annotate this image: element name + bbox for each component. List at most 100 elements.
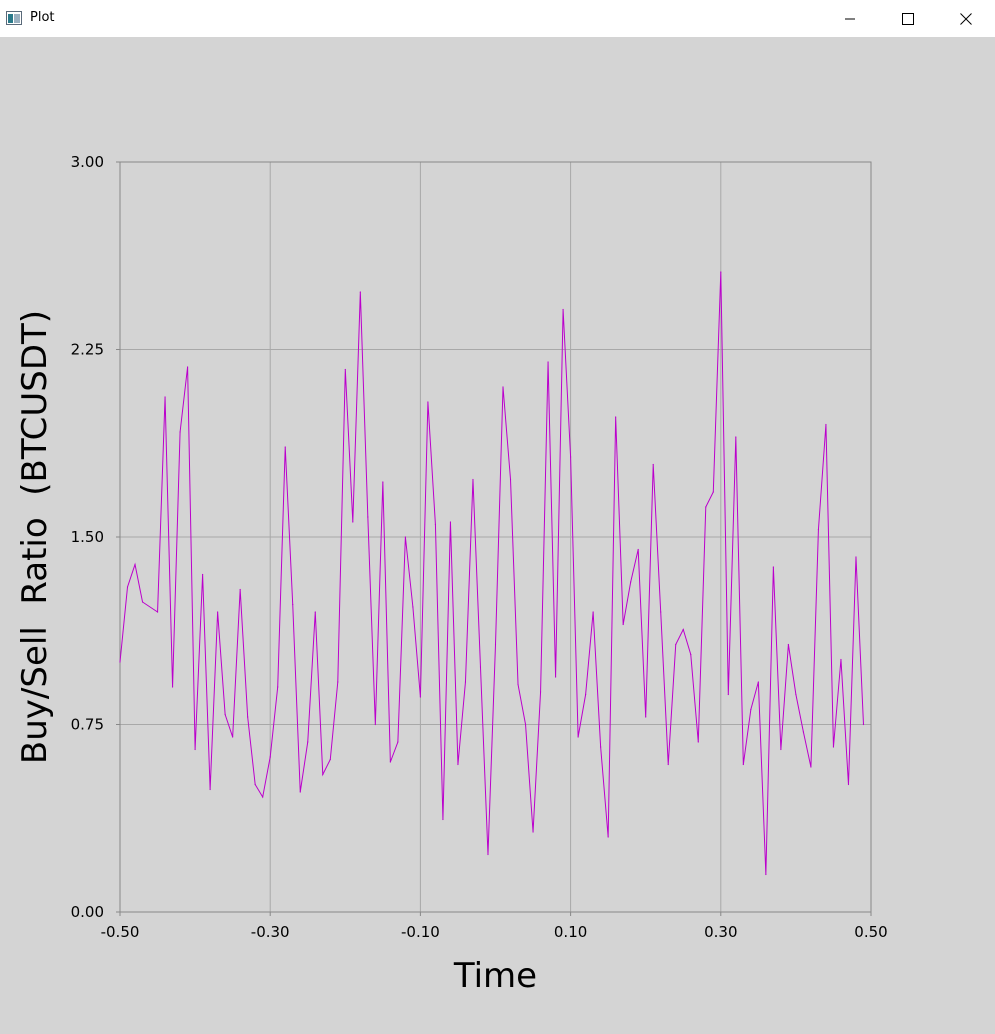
data-point bbox=[802, 731, 805, 733]
data-point bbox=[262, 796, 264, 798]
data-point bbox=[825, 423, 827, 426]
data-point bbox=[622, 623, 624, 626]
data-point bbox=[690, 653, 692, 656]
plot-area: -0.50 -0.30 -0.10 0.10 0.30 0.50 0.00 0.75 1.50 2… bbox=[0, 37, 995, 1034]
data-point bbox=[397, 741, 399, 743]
y-tick-label: 3.00 bbox=[71, 153, 104, 171]
x-tick-label: 0.30 bbox=[704, 923, 737, 941]
data-point bbox=[750, 708, 752, 711]
data-point bbox=[592, 611, 594, 613]
data-point bbox=[434, 523, 437, 526]
data-point bbox=[720, 271, 722, 273]
data-point bbox=[509, 478, 512, 481]
data-point bbox=[547, 361, 549, 363]
data-point bbox=[419, 696, 421, 698]
minimize-button[interactable] bbox=[821, 0, 879, 37]
data-point bbox=[600, 746, 602, 748]
maximize-icon bbox=[902, 12, 914, 25]
y-tick-label: 0.75 bbox=[71, 716, 104, 734]
data-point bbox=[742, 763, 744, 766]
data-point bbox=[795, 693, 797, 696]
data-point bbox=[847, 783, 850, 786]
data-point bbox=[817, 528, 820, 531]
data-point bbox=[126, 586, 129, 588]
data-point bbox=[787, 643, 789, 646]
data-point bbox=[247, 716, 249, 718]
data-point bbox=[667, 763, 669, 766]
x-tick-label: -0.50 bbox=[101, 923, 140, 941]
data-point bbox=[352, 521, 354, 523]
data-point bbox=[307, 741, 309, 743]
data-point bbox=[652, 463, 654, 466]
y-tick-label: 2.25 bbox=[71, 341, 104, 359]
data-point bbox=[141, 601, 144, 603]
close-button[interactable] bbox=[937, 0, 995, 37]
data-point bbox=[337, 681, 339, 683]
data-point bbox=[374, 723, 376, 726]
y-axis-title: Buy/Sell Ratio (BTCUSDT) bbox=[15, 310, 55, 764]
data-point bbox=[344, 368, 346, 371]
data-point bbox=[862, 723, 865, 726]
data-point bbox=[164, 396, 166, 398]
line-chart: -0.50 -0.30 -0.10 0.10 0.30 0.50 0.00 0.75 1.50 2… bbox=[15, 153, 888, 996]
data-point bbox=[457, 763, 459, 766]
data-point bbox=[217, 611, 219, 613]
data-point bbox=[254, 783, 256, 786]
y-tick-label: 0.00 bbox=[71, 903, 104, 921]
data-point bbox=[382, 481, 384, 483]
x-tick-label: 0.10 bbox=[554, 923, 587, 941]
series-line bbox=[119, 271, 864, 875]
x-tick-label: 0.50 bbox=[854, 923, 887, 941]
data-point bbox=[607, 836, 609, 838]
data-point bbox=[524, 723, 527, 726]
x-axis-title: Time bbox=[453, 956, 537, 996]
data-point bbox=[735, 436, 737, 438]
data-point bbox=[464, 681, 467, 683]
data-point bbox=[765, 873, 767, 876]
data-point bbox=[855, 556, 857, 558]
maximize-button[interactable] bbox=[879, 0, 937, 37]
app-window-icon bbox=[6, 10, 22, 25]
window-title: Plot bbox=[30, 10, 55, 25]
data-point bbox=[171, 686, 174, 688]
data-point bbox=[404, 536, 406, 538]
data-point bbox=[209, 788, 211, 791]
x-tick-label: -0.10 bbox=[401, 923, 440, 941]
data-point bbox=[517, 683, 519, 686]
data-point bbox=[179, 431, 181, 433]
data-point bbox=[780, 748, 782, 751]
data-point bbox=[277, 686, 279, 688]
minimize-icon bbox=[844, 13, 856, 25]
data-point bbox=[224, 713, 226, 716]
data-point bbox=[757, 681, 759, 683]
data-point bbox=[389, 761, 391, 763]
data-point bbox=[532, 831, 534, 833]
data-point bbox=[194, 748, 196, 751]
data-point bbox=[427, 401, 429, 403]
x-tick-label: -0.30 bbox=[251, 923, 290, 941]
data-point bbox=[134, 563, 136, 566]
data-point bbox=[284, 446, 286, 448]
data-point bbox=[487, 853, 489, 856]
data-point bbox=[832, 746, 835, 748]
data-point bbox=[156, 611, 159, 613]
data-point bbox=[232, 736, 234, 738]
data-point bbox=[577, 736, 579, 738]
data-point bbox=[810, 766, 812, 768]
data-point bbox=[539, 691, 542, 693]
data-point bbox=[772, 566, 774, 568]
data-point bbox=[697, 741, 699, 743]
data-point bbox=[727, 693, 729, 696]
data-point bbox=[472, 478, 474, 481]
data-point bbox=[615, 416, 617, 418]
data-point bbox=[840, 658, 842, 661]
data-point bbox=[494, 643, 497, 646]
data-point bbox=[119, 661, 121, 663]
data-point bbox=[637, 548, 639, 551]
y-tick-label: 1.50 bbox=[71, 528, 104, 546]
data-point bbox=[660, 611, 662, 613]
close-icon bbox=[960, 12, 972, 25]
data-point bbox=[675, 643, 677, 646]
data-point bbox=[269, 756, 271, 758]
data-point bbox=[299, 791, 301, 793]
